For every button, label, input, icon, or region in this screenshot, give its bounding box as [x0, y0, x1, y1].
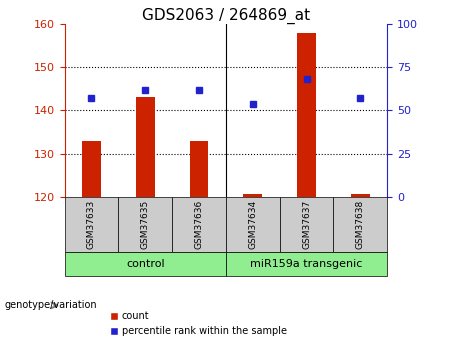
Title: GDS2063 / 264869_at: GDS2063 / 264869_at — [142, 8, 310, 24]
Text: miR159a transgenic: miR159a transgenic — [250, 259, 363, 269]
Text: GSM37633: GSM37633 — [87, 200, 96, 249]
Text: GSM37638: GSM37638 — [356, 200, 365, 249]
Text: GSM37636: GSM37636 — [195, 200, 203, 249]
Bar — [351, 195, 370, 197]
Bar — [136, 97, 154, 197]
Bar — [65, 197, 118, 252]
Text: GSM37637: GSM37637 — [302, 200, 311, 249]
Text: control: control — [126, 259, 165, 269]
Bar — [333, 197, 387, 252]
Bar — [82, 141, 101, 197]
Bar — [297, 33, 316, 197]
Bar — [65, 252, 226, 276]
Bar — [172, 197, 226, 252]
Text: GSM37635: GSM37635 — [141, 200, 150, 249]
Bar — [118, 197, 172, 252]
Text: genotype/variation: genotype/variation — [5, 300, 97, 310]
Legend: count, percentile rank within the sample: count, percentile rank within the sample — [106, 307, 291, 340]
Bar — [226, 197, 280, 252]
Text: GSM37634: GSM37634 — [248, 200, 257, 249]
Bar — [243, 195, 262, 197]
Bar — [226, 252, 387, 276]
Bar — [280, 197, 333, 252]
Bar — [189, 141, 208, 197]
